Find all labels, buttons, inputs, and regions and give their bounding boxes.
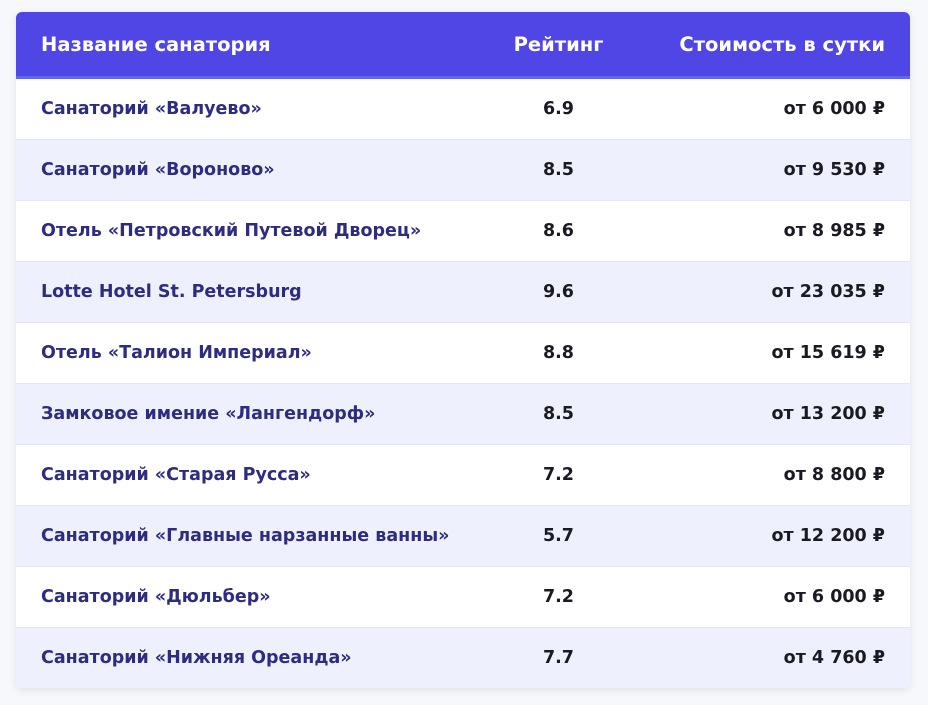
price-value: от 4 760 ₽ <box>783 648 885 668</box>
table-row[interactable]: Замковое имение «Лангендорф» 8.5 от 13 2… <box>16 384 910 445</box>
sanatorium-name: Отель «Петровский Путевой Дворец» <box>41 221 422 241</box>
sanatorium-name: Lotte Hotel St. Petersburg <box>41 282 302 302</box>
sanatorium-name: Санаторий «Валуево» <box>41 99 262 119</box>
rating-value: 6.9 <box>542 99 574 119</box>
price-value: от 12 200 ₽ <box>771 526 885 546</box>
rating-value: 8.6 <box>542 221 574 241</box>
table-row[interactable]: Санаторий «Главные нарзанные ванны» 5.7 … <box>16 506 910 567</box>
price-value: от 8 985 ₽ <box>783 221 885 241</box>
table-header: Название санатория Рейтинг Стоимость в с… <box>16 12 910 79</box>
rating-value: 7.7 <box>542 648 574 668</box>
header-rating[interactable]: Рейтинг <box>513 32 604 56</box>
header-name[interactable]: Название санатория <box>41 32 271 56</box>
sanatorium-name: Замковое имение «Лангендорф» <box>41 404 376 424</box>
table-row[interactable]: Санаторий «Дюльбер» 7.2 от 6 000 ₽ <box>16 567 910 628</box>
sanatorium-name: Санаторий «Вороново» <box>41 160 275 180</box>
sanatorium-name: Санаторий «Старая Русса» <box>41 465 311 485</box>
price-value: от 6 000 ₽ <box>783 587 885 607</box>
table-row[interactable]: Санаторий «Вороново» 8.5 от 9 530 ₽ <box>16 140 910 201</box>
table-row[interactable]: Санаторий «Валуево» 6.9 от 6 000 ₽ <box>16 79 910 140</box>
rating-value: 7.2 <box>542 465 574 485</box>
table-row[interactable]: Санаторий «Старая Русса» 7.2 от 8 800 ₽ <box>16 445 910 506</box>
table-row[interactable]: Отель «Талион Империал» 8.8 от 15 619 ₽ <box>16 323 910 384</box>
header-price[interactable]: Стоимость в сутки <box>679 32 885 56</box>
sanatorium-name: Санаторий «Главные нарзанные ванны» <box>41 526 450 546</box>
sanatorium-name: Отель «Талион Империал» <box>41 343 312 363</box>
price-value: от 13 200 ₽ <box>771 404 885 424</box>
rating-value: 8.8 <box>542 343 574 363</box>
rating-value: 9.6 <box>542 282 574 302</box>
sanatorium-name: Санаторий «Дюльбер» <box>41 587 271 607</box>
rating-value: 5.7 <box>542 526 574 546</box>
price-value: от 23 035 ₽ <box>771 282 885 302</box>
price-value: от 15 619 ₽ <box>771 343 885 363</box>
price-value: от 9 530 ₽ <box>783 160 885 180</box>
table-row[interactable]: Lotte Hotel St. Petersburg 9.6 от 23 035… <box>16 262 910 323</box>
price-value: от 8 800 ₽ <box>783 465 885 485</box>
table-row[interactable]: Отель «Петровский Путевой Дворец» 8.6 от… <box>16 201 910 262</box>
rating-value: 8.5 <box>542 404 574 424</box>
table-row[interactable]: Санаторий «Нижняя Ореанда» 7.7 от 4 760 … <box>16 628 910 688</box>
rating-value: 7.2 <box>542 587 574 607</box>
rating-value: 8.5 <box>542 160 574 180</box>
sanatorium-name: Санаторий «Нижняя Ореанда» <box>41 648 352 668</box>
price-value: от 6 000 ₽ <box>783 99 885 119</box>
sanatorium-table: Название санатория Рейтинг Стоимость в с… <box>16 12 910 688</box>
